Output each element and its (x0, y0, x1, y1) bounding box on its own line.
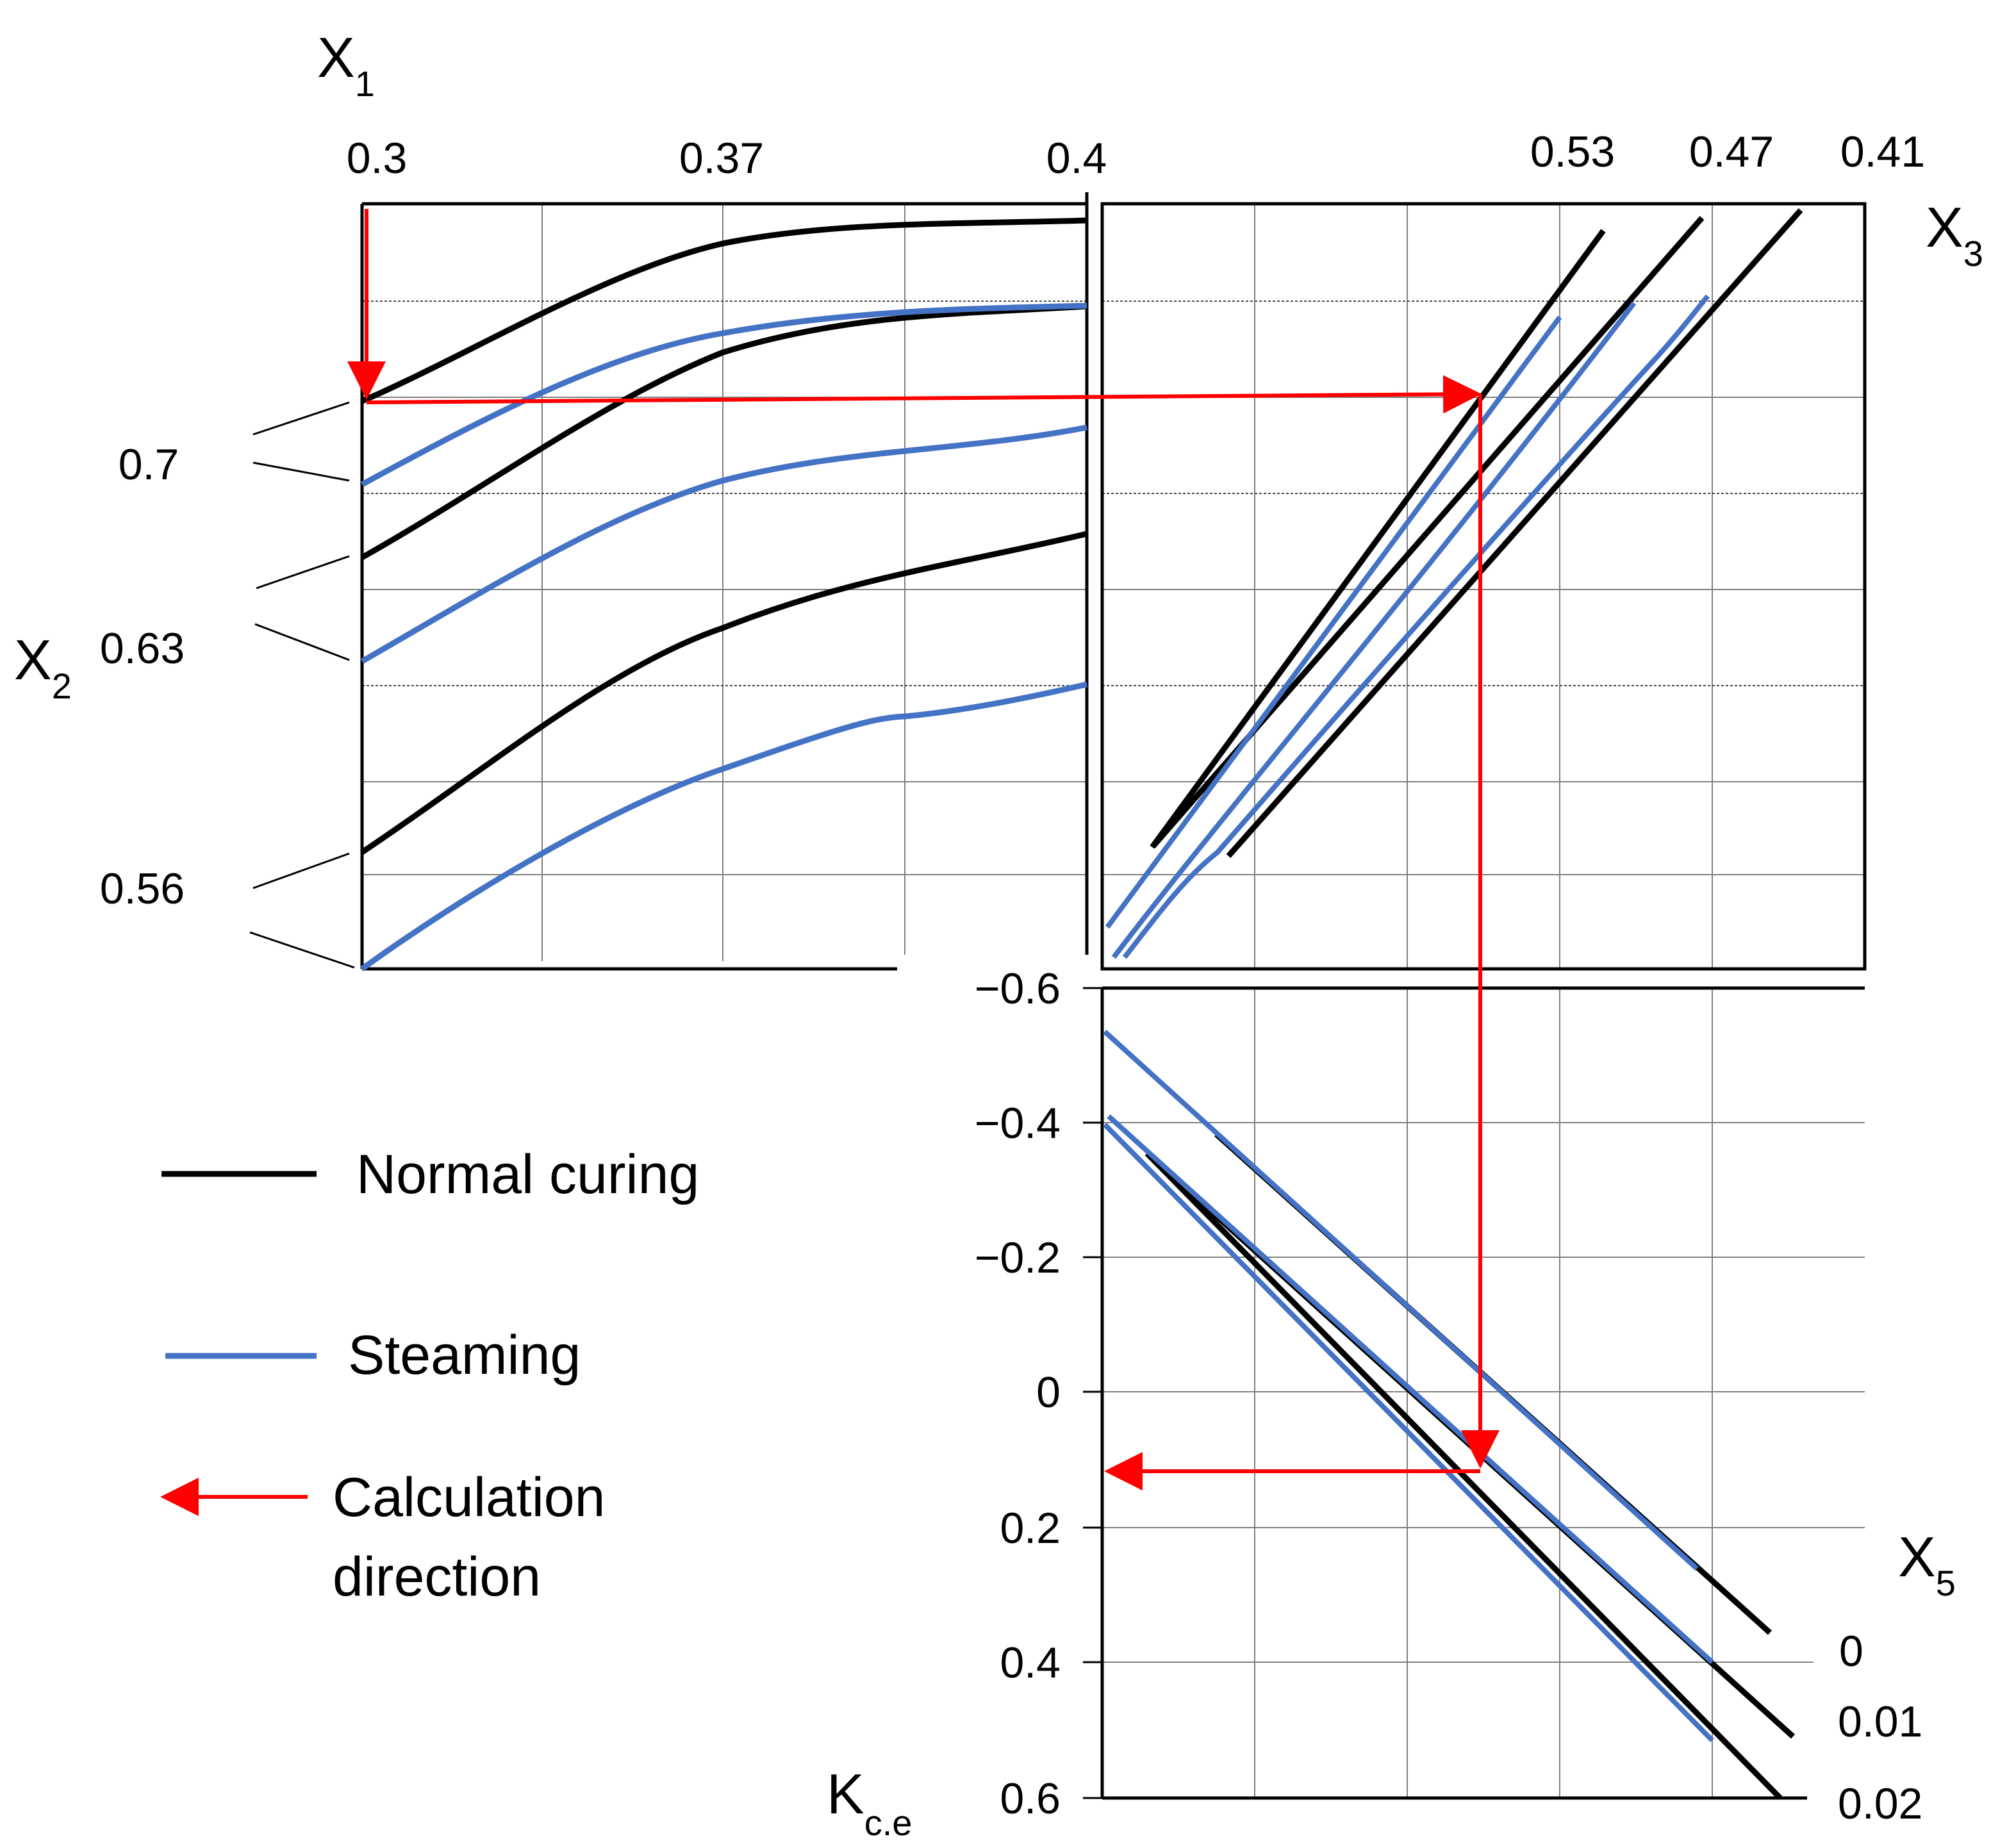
x3-axis-label: X3 (1926, 195, 1983, 274)
kce-tick-4: 0.2 (1000, 1504, 1061, 1553)
x3-line-label-2: 0.41 (1840, 128, 1925, 176)
legend-steaming-label: Steaming (348, 1324, 581, 1386)
curve-normal-1 (361, 217, 1087, 404)
panel-top-left: 0.3 0.37 0.4 X1 0.7 0.63 0.56 X2 (14, 26, 1107, 971)
line-normal-x5-002 (1144, 1151, 1783, 1801)
curve-normal-2 (360, 303, 1087, 560)
line-steaming-x5-002 (1103, 1123, 1714, 1742)
x2-leaders (249, 401, 355, 969)
kce-tick-2: −0.2 (975, 1233, 1061, 1282)
legend-calc-label-line1: Calculation (333, 1467, 605, 1528)
curve-normal-3 (360, 531, 1088, 855)
kce-ticks (1083, 987, 1102, 1799)
grid-top-left (362, 205, 1087, 961)
kce-tick-6: 0.6 (1000, 1774, 1061, 1823)
line-steaming-047 (1111, 301, 1637, 959)
calculation-path (347, 209, 1499, 1490)
line-steaming-053 (1105, 315, 1562, 929)
panel-top-right: 0.53 0.47 0.41 X3 (1100, 128, 1983, 971)
legend-calc-label-line2: direction (333, 1546, 541, 1608)
x5-line-label-0: 0 (1839, 1627, 1863, 1676)
kce-tick-1: −0.4 (975, 1099, 1061, 1148)
kce-axis-label: Kc.e (827, 1762, 912, 1843)
kce-tick-3: 0 (1036, 1368, 1061, 1417)
panel-bottom-right: −0.6 −0.4 −0.2 0 0.2 0.4 0.6 Kc.e X5 0 0… (827, 964, 1956, 1843)
line-steaming-x5-0 (1103, 1030, 1699, 1571)
x1-tick-1: 0.37 (679, 134, 764, 183)
x5-line-label-2: 0.02 (1838, 1779, 1922, 1828)
line-normal-053 (1150, 229, 1606, 849)
kce-tick-0: −0.6 (975, 964, 1061, 1013)
x1-tick-0: 0.3 (347, 134, 408, 183)
x1-tick-2: 0.4 (1046, 134, 1107, 183)
x3-line-label-0: 0.53 (1530, 128, 1615, 176)
curve-steaming-1 (360, 302, 1087, 487)
line-normal-041 (1226, 208, 1803, 858)
x2-axis-label: X2 (14, 628, 72, 706)
x3-line-label-1: 0.47 (1689, 128, 1774, 176)
legend-normal-label: Normal curing (356, 1144, 699, 1205)
x1-axis-label: X1 (317, 26, 375, 104)
kce-tick-5: 0.4 (1000, 1638, 1061, 1687)
line-steaming-041 (1122, 294, 1710, 959)
x2-tick-0: 0.7 (119, 440, 179, 489)
curve-steaming-3 (360, 681, 1088, 971)
curve-steaming-2 (360, 424, 1087, 664)
x2-tick-2: 0.56 (100, 864, 185, 913)
line-steaming-x5-001 (1107, 1114, 1714, 1664)
grid-bottom-right (1102, 988, 1865, 1798)
calc-arrow-right (366, 375, 1482, 414)
legend: Normal curing Steaming Calculation direc… (160, 1144, 699, 1608)
x5-line-label-1: 0.01 (1838, 1697, 1922, 1746)
x2-tick-1: 0.63 (100, 624, 185, 673)
x5-axis-label: X5 (1898, 1525, 1956, 1603)
